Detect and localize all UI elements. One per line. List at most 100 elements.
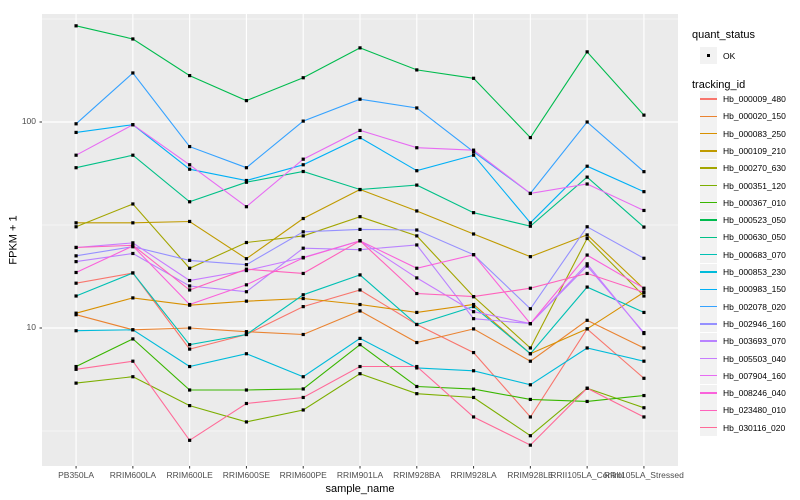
data-point [528,307,532,311]
legend-key [700,47,717,64]
legend-key [700,298,717,316]
data-point [74,225,78,229]
legend-item-label: Hb_023480_010 [723,405,786,416]
legend-item-label: Hb_003693_070 [723,336,786,347]
data-point [358,372,362,376]
data-point [244,352,249,356]
series-color-swatch [700,167,717,169]
data-point [131,153,135,157]
data-point [415,243,419,247]
data-point [642,376,646,380]
data-point [74,153,78,157]
legend-key [700,246,717,264]
data-point [74,367,78,371]
data-point [528,221,532,225]
legend-item-label: Hb_000683_070 [723,249,786,260]
data-point [131,37,135,41]
data-point [642,331,646,336]
data-point [74,270,78,275]
legend-title-tracking-id: tracking_id [692,79,746,91]
x-tick-label: RRIM928LA [450,470,497,480]
data-point [585,399,589,404]
data-point [188,326,192,330]
legend-item-label: Hb_007904_160 [723,370,786,381]
data-point [188,343,192,347]
series-color-swatch [700,202,717,204]
data-point [188,438,192,442]
data-point [415,106,419,110]
data-point [415,384,419,389]
data-point [471,305,476,309]
series-color-swatch [700,184,717,187]
data-point [585,175,589,179]
data-point [415,183,419,187]
data-point [415,364,419,369]
data-point [188,364,192,369]
data-point [585,262,589,266]
legend-key [700,350,717,367]
data-point [131,241,135,245]
y-tick-label-100: 100 [21,116,36,126]
series-color-swatch [700,219,717,221]
data-point [301,119,305,123]
data-point [301,163,305,167]
legend-key [700,280,717,298]
data-point [244,267,249,271]
legend-item-label: Hb_000853_230 [723,267,786,277]
legend-item-label: Hb_008246_040 [723,388,786,399]
data-point [642,286,646,290]
data-point [74,381,78,385]
data-point [642,190,646,194]
data-point [358,227,362,232]
data-point [528,255,532,259]
data-point [301,230,305,234]
data-point [74,221,78,225]
data-point [585,318,589,322]
data-point [471,415,476,419]
series-color-swatch [700,288,717,290]
data-point [471,317,476,321]
legend-key [700,419,717,437]
data-point [131,123,135,127]
legend-key [700,332,717,350]
data-point [585,253,589,257]
legend-item-label: Hb_002946_160 [723,318,786,329]
data-point [471,153,476,157]
data-point [188,266,192,270]
data-point [415,276,419,280]
data-point [471,211,476,215]
data-point [244,283,249,287]
data-point [642,290,646,294]
data-point [301,271,305,276]
data-point [528,434,532,438]
data-point [415,392,419,396]
x-tick-label: RRIM600LA [109,470,156,480]
series-color-swatch [700,98,717,100]
data-point [131,296,135,300]
legend-item-label: Hb_000630_050 [723,232,786,243]
data-point [301,157,305,161]
data-point [244,263,249,267]
legend-key [700,367,717,385]
data-point [358,364,362,369]
data-point [585,50,589,54]
series-color-swatch [700,323,717,325]
data-point [528,383,532,387]
data-point [585,285,589,289]
data-point [188,288,192,292]
data-point [131,271,135,275]
data-point [131,328,135,332]
legend-item-label: Hb_005503_040 [723,353,786,364]
data-point [528,224,532,228]
series-color-swatch [700,236,717,239]
data-point [471,369,476,373]
legend-title-quant-status: quant_status [692,29,755,41]
x-tick-label: RRII105LA_Stressed [603,470,684,480]
data-point [131,243,135,247]
data-point [74,311,78,315]
data-point [415,291,419,296]
data-point [642,113,646,117]
data-point [415,146,419,150]
data-point [471,350,476,355]
